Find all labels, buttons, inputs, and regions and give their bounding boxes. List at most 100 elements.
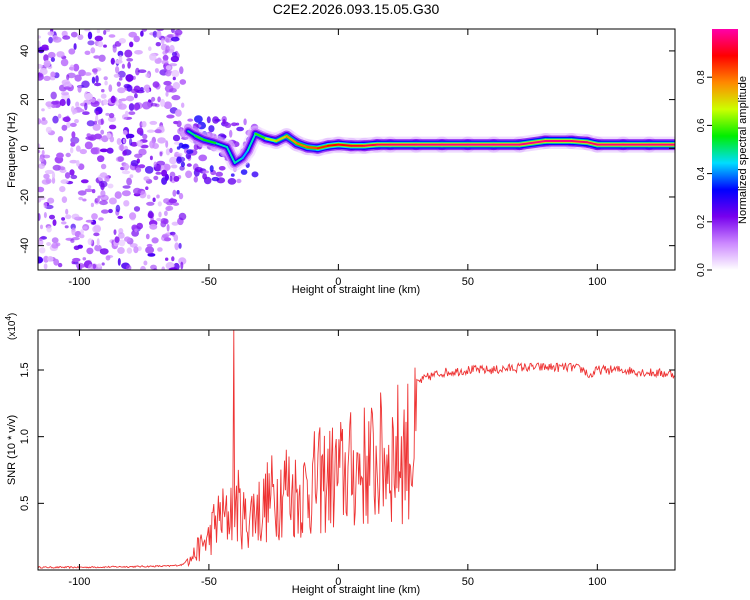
- noise-blob: [156, 194, 160, 199]
- noise-blob: [41, 149, 45, 156]
- noise-blob: [103, 76, 108, 81]
- noise-blob: [43, 255, 49, 263]
- noise-blob: [121, 170, 131, 175]
- noise-blob: [171, 51, 178, 57]
- noise-blob: [165, 206, 172, 212]
- noise-blob: [130, 141, 138, 147]
- noise-blob: [128, 31, 137, 38]
- noise-blob: [73, 43, 77, 50]
- noise-blob: [110, 95, 116, 104]
- noise-blob: [149, 53, 157, 61]
- noise-blob: [57, 113, 62, 119]
- noise-blob: [65, 152, 71, 158]
- noise-blob: [66, 121, 71, 128]
- noise-blob: [84, 29, 91, 32]
- noise-blob: [41, 117, 46, 121]
- noise-blob: [47, 256, 54, 262]
- noise-blob: [135, 167, 142, 173]
- noise-blob: [133, 35, 140, 43]
- noise-blob: [76, 160, 80, 167]
- y-tick-label: 0.5: [19, 496, 31, 511]
- noise-blob: [166, 114, 175, 119]
- noise-blob: [119, 143, 124, 152]
- noise-blob: [82, 111, 90, 115]
- noise-blob: [74, 119, 79, 124]
- noise-blob: [172, 76, 176, 81]
- noise-blob: [101, 89, 105, 93]
- noise-blob: [94, 244, 102, 252]
- noise-blob: [97, 155, 105, 163]
- noise-blob: [178, 257, 187, 265]
- x-tick-label: 100: [588, 276, 606, 288]
- noise-blob: [171, 69, 180, 78]
- noise-blob: [181, 136, 189, 140]
- noise-blob: [77, 34, 84, 40]
- noise-blob: [53, 258, 60, 266]
- noise-blob: [43, 263, 48, 270]
- x-tick-label: 50: [462, 276, 474, 288]
- noise-blob: [51, 177, 56, 184]
- noise-blob: [100, 118, 104, 125]
- colorbar-gradient: [712, 29, 738, 270]
- noise-blob: [91, 76, 96, 84]
- noise-blob: [45, 178, 52, 184]
- spectrogram-ticks: -100 -50 0 50 100 -40 -20 0 20 40: [19, 29, 675, 288]
- y-tick-label: 20: [19, 93, 31, 105]
- noise-blob: [156, 217, 162, 222]
- noise-blob: [163, 80, 172, 86]
- noise-blob: [84, 141, 93, 150]
- noise-blob: [155, 164, 163, 172]
- noise-blob: [231, 122, 238, 127]
- snr-ticks: -100 -50 0 50 100 0.5 1.0 1.5: [19, 330, 675, 588]
- noise-blob: [108, 124, 117, 130]
- noise-blob: [145, 73, 150, 78]
- noise-blob: [48, 36, 53, 44]
- noise-blob: [49, 214, 55, 220]
- noise-blob: [124, 236, 131, 242]
- noise-blob: [134, 50, 143, 55]
- noise-blob: [70, 147, 74, 154]
- spectrogram-y-axis-label: Frequency (Hz): [6, 112, 18, 188]
- noise-blob: [133, 103, 139, 111]
- noise-blob: [231, 141, 240, 148]
- noise-blob: [85, 219, 94, 223]
- noise-blob: [66, 74, 70, 81]
- noise-blob: [172, 82, 181, 90]
- noise-blob: [192, 123, 199, 131]
- noise-blob: [149, 140, 155, 149]
- noise-blob: [243, 118, 247, 126]
- noise-blob: [51, 242, 59, 249]
- y-tick-label: 40: [19, 45, 31, 57]
- noise-blob: [171, 221, 179, 226]
- noise-blob: [145, 233, 150, 240]
- noise-blob: [166, 224, 170, 232]
- noise-blob: [94, 82, 102, 87]
- noise-blob: [180, 161, 185, 168]
- noise-blob: [50, 71, 56, 78]
- noise-blob: [45, 101, 53, 107]
- noise-blob: [60, 58, 69, 67]
- noise-blob: [52, 164, 62, 171]
- x-tick-label: -50: [201, 276, 217, 288]
- ridge-segment: [586, 141, 599, 146]
- snr-multiplier-close: ): [7, 313, 18, 316]
- noise-blob: [114, 236, 120, 243]
- noise-blob: [38, 143, 41, 149]
- noise-blob: [173, 175, 180, 182]
- noise-blob: [151, 237, 159, 244]
- noise-blob: [73, 63, 80, 72]
- noise-blob: [161, 59, 169, 65]
- noise-blob: [84, 102, 88, 111]
- noise-blob: [117, 247, 125, 254]
- noise-blob: [186, 149, 194, 154]
- snr-data: [38, 330, 675, 569]
- noise-blob: [62, 116, 71, 123]
- ridge-segment: [187, 130, 197, 138]
- snr-multiplier-text: (x10: [7, 320, 18, 340]
- noise-blob: [79, 148, 88, 155]
- noise-blob: [135, 67, 140, 76]
- noise-blob: [72, 257, 81, 262]
- snr-panel: -100 -50 0 50 100 0.5 1.0 1.5 Height of straigh…: [4, 313, 676, 596]
- noise-blob: [133, 246, 139, 254]
- noise-blob: [129, 41, 134, 48]
